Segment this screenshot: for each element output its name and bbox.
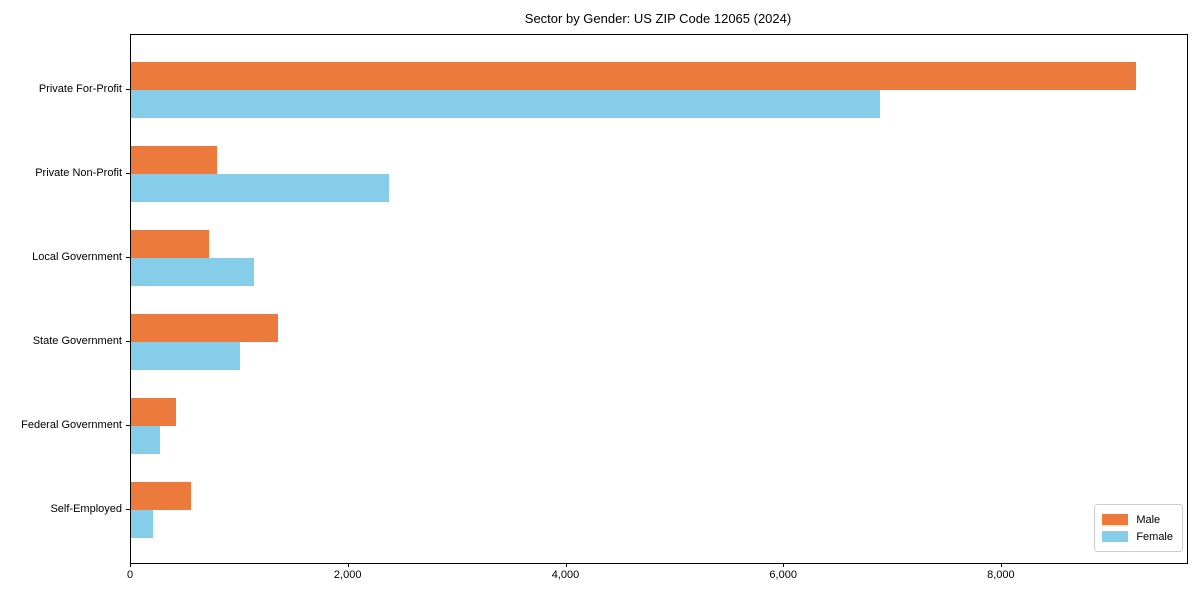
legend-entries: Male Female xyxy=(1102,511,1173,545)
legend-swatch-female xyxy=(1102,531,1129,542)
bar-female-federal-government xyxy=(131,425,160,454)
bar-male-private-non-profit xyxy=(131,145,217,174)
y-tick-mark xyxy=(126,508,130,510)
x-tick-label-8000: 8,000 xyxy=(987,569,1015,581)
legend: Male Female xyxy=(1094,504,1183,552)
legend-label-male: Male xyxy=(1136,513,1161,526)
x-tick-mark xyxy=(565,563,567,567)
y-tick-label-private-for-profit: Private For-Profit xyxy=(38,82,122,95)
x-tick-mark xyxy=(783,563,785,567)
x-tick-label-0: 0 xyxy=(126,569,134,581)
bar-male-federal-government xyxy=(131,397,176,426)
bar-female-local-government xyxy=(131,257,254,286)
x-tick-mark xyxy=(1000,563,1002,567)
bar-female-private-non-profit xyxy=(131,173,389,202)
legend-swatch-male xyxy=(1102,514,1129,525)
x-tick-mark xyxy=(347,563,349,567)
bar-female-self-employed xyxy=(131,509,153,538)
legend-entry-male: Male xyxy=(1102,511,1173,528)
bar-female-private-for-profit xyxy=(131,89,880,118)
y-tick-label-state-government: State Government xyxy=(32,334,122,347)
y-tick-label-local-government: Local Government xyxy=(32,250,122,263)
y-tick-label-self-employed: Self-Employed xyxy=(50,502,122,515)
bar-female-state-government xyxy=(131,341,240,370)
y-tick-mark xyxy=(126,424,130,426)
y-tick-mark xyxy=(126,256,130,258)
x-tick-label-6000: 6,000 xyxy=(769,569,797,581)
legend-entry-female: Female xyxy=(1102,528,1173,545)
x-tick-label-2000: 2,000 xyxy=(333,569,362,581)
y-tick-mark xyxy=(126,172,130,174)
bar-male-self-employed xyxy=(131,481,191,510)
chart-title: Sector by Gender: US ZIP Code 12065 (202… xyxy=(524,11,792,26)
y-tick-mark xyxy=(126,340,130,342)
legend-label-female: Female xyxy=(1136,530,1173,543)
plot-area xyxy=(130,34,1188,564)
bar-male-state-government xyxy=(131,313,278,342)
x-tick-mark xyxy=(130,563,131,567)
bar-male-local-government xyxy=(131,229,210,258)
y-tick-label-private-non-profit: Private Non-Profit xyxy=(35,166,122,179)
y-tick-mark xyxy=(126,88,130,90)
y-tick-label-federal-government: Federal Government xyxy=(21,418,122,431)
bar-male-private-for-profit xyxy=(131,61,1136,90)
x-tick-label-4000: 4,000 xyxy=(551,569,580,581)
